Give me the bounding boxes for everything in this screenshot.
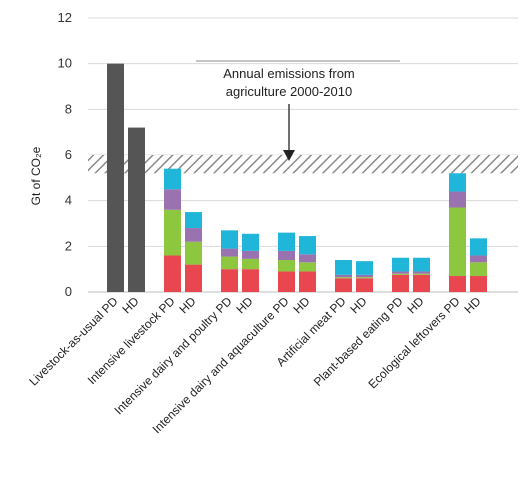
bar-segment-1-2 bbox=[164, 255, 181, 292]
bar-segment-3-4 bbox=[221, 248, 238, 257]
bar-segment-3-3 bbox=[185, 228, 202, 242]
bar-segment-1-9 bbox=[356, 278, 373, 292]
bar-segment-1-11 bbox=[413, 274, 430, 292]
bar-segment-3-5 bbox=[242, 250, 259, 259]
bar-segment-3-9 bbox=[356, 274, 373, 278]
bar-segment-4-12 bbox=[449, 173, 466, 192]
annotation-text-line2: agriculture 2000-2010 bbox=[226, 84, 352, 99]
bar-segment-2-3 bbox=[185, 241, 202, 265]
y-tick-label: 0 bbox=[65, 284, 72, 299]
bars bbox=[107, 63, 487, 292]
bar-segment-4-7 bbox=[299, 236, 316, 255]
bar-segment-3-10 bbox=[392, 271, 409, 274]
y-axis-title: Gt of CO₂e bbox=[29, 146, 43, 205]
y-axis: 0 2 4 6 8 10 12 bbox=[58, 10, 72, 299]
bar-segment-4-5 bbox=[242, 233, 259, 251]
y-tick-label: 10 bbox=[58, 56, 72, 71]
bar-segment-2-8 bbox=[335, 277, 352, 279]
annotation: Annual emissions from agriculture 2000-2… bbox=[196, 60, 400, 161]
x-tick-label: HD bbox=[404, 294, 426, 316]
x-tick-label: HD bbox=[233, 294, 255, 316]
bar-segment-4-11 bbox=[413, 257, 430, 272]
y-tick-label: 4 bbox=[65, 193, 72, 208]
bar-segment-2-5 bbox=[242, 258, 259, 270]
bar-segment-4-8 bbox=[335, 260, 352, 275]
y-tick-label: 12 bbox=[58, 10, 72, 25]
x-tick-label: HD bbox=[290, 294, 312, 316]
bar-segment-1-13 bbox=[470, 276, 487, 292]
bar-segment-2-6 bbox=[278, 260, 295, 272]
bar-segment-2-7 bbox=[299, 262, 316, 272]
annotation-text-line1: Annual emissions from bbox=[223, 66, 355, 81]
bar-segment-1-8 bbox=[335, 278, 352, 292]
bar-segment-4-2 bbox=[164, 168, 181, 190]
y-tick-label: 6 bbox=[65, 147, 72, 162]
bar-segment-2-10 bbox=[392, 273, 409, 275]
bar-segment-0-0 bbox=[107, 63, 124, 292]
bar-segment-2-9 bbox=[356, 277, 373, 279]
bar-segment-4-3 bbox=[185, 212, 202, 229]
bar-segment-1-6 bbox=[278, 271, 295, 292]
bar-segment-3-13 bbox=[470, 255, 487, 263]
y-tick-label: 8 bbox=[65, 101, 72, 116]
bar-segment-3-6 bbox=[278, 250, 295, 261]
bar-segment-2-2 bbox=[164, 209, 181, 256]
bar-segment-1-3 bbox=[185, 264, 202, 292]
bar-segment-3-11 bbox=[413, 271, 430, 274]
bar-segment-1-4 bbox=[221, 269, 238, 292]
bar-segment-2-13 bbox=[470, 262, 487, 277]
x-tick-label: HD bbox=[119, 294, 141, 316]
x-tick-label: HD bbox=[461, 294, 483, 316]
bar-segment-4-6 bbox=[278, 232, 295, 251]
bar-segment-4-4 bbox=[221, 230, 238, 249]
bar-segment-1-7 bbox=[299, 271, 316, 292]
bar-segment-2-4 bbox=[221, 256, 238, 270]
bar-segment-3-2 bbox=[164, 189, 181, 210]
bar-segment-4-10 bbox=[392, 257, 409, 272]
bar-segment-3-12 bbox=[449, 191, 466, 208]
x-tick-label: HD bbox=[347, 294, 369, 316]
bar-segment-1-10 bbox=[392, 274, 409, 292]
bar-segment-1-5 bbox=[242, 269, 259, 292]
x-tick-label: HD bbox=[176, 294, 198, 316]
bar-segment-4-13 bbox=[470, 238, 487, 256]
bar-segment-2-11 bbox=[413, 273, 430, 275]
bar-segment-0-1 bbox=[128, 127, 145, 292]
bar-segment-3-7 bbox=[299, 254, 316, 263]
bar-segment-4-9 bbox=[356, 261, 373, 275]
bar-segment-2-12 bbox=[449, 207, 466, 277]
bar-segment-3-8 bbox=[335, 274, 352, 278]
emissions-range-band bbox=[88, 155, 518, 174]
annotation-arrow-head bbox=[283, 150, 295, 161]
bar-segment-1-12 bbox=[449, 276, 466, 292]
y-tick-label: 2 bbox=[65, 238, 72, 253]
emissions-band bbox=[88, 155, 518, 174]
